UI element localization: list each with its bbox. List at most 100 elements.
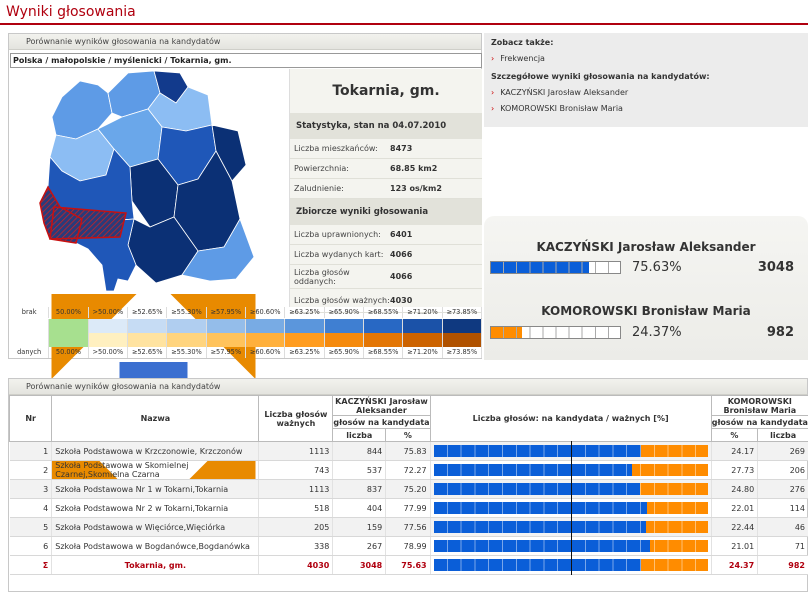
row-candidate-1-pct: 75.20	[385, 479, 431, 499]
legend-swatch	[285, 319, 325, 333]
stat-value: 6401	[390, 230, 413, 239]
row-candidate-1-pct: 75.63	[385, 555, 431, 575]
table-row[interactable]: 6 Szkoła Podstawowa w Bogdanówce,Bogdanów…	[9, 536, 808, 556]
row-name: Szkoła Podstawowa Nr 2 w Tokarni,Tokarni…	[51, 498, 260, 518]
stat-label: Liczba głosów ważnych:	[294, 296, 390, 305]
row-name: Szkoła Podstawowa Nr 1 w Tokarni,Tokarni…	[51, 479, 260, 499]
region-map[interactable]	[10, 69, 289, 498]
col-pct-2: %	[710, 428, 759, 442]
vote-share-bar	[433, 555, 708, 575]
stat-row: Powierzchnia: 68.85 km2	[290, 159, 482, 179]
fifty-percent-marker	[570, 536, 572, 556]
row-bar	[430, 479, 712, 499]
map-region	[211, 124, 247, 182]
candidate-votes: 982	[766, 325, 794, 340]
municipality-title: Tokarnia, gm.	[332, 83, 440, 99]
row-valid-votes: 743	[258, 460, 334, 480]
legend-labels-bottom: danych 50.00% >50.00% ≥52.65% ≥55.30% ≥57.95%…	[10, 347, 482, 358]
row-number: 1	[9, 441, 53, 461]
legend-swatch	[245, 319, 286, 333]
col-candidate-2: KOMOROWSKI Bronisław Maria	[710, 395, 808, 416]
row-candidate-1-count: 537	[332, 460, 387, 480]
results-table: Nr Nazwa Liczba głosów ważnych KACZYŃSKI…	[8, 395, 808, 575]
votes-for-candidate-1: głosów na kandydata	[332, 415, 431, 429]
col-nr: Nr	[8, 395, 53, 442]
legend-label: ≥57.95%	[207, 347, 246, 358]
legend-swatch	[49, 319, 89, 333]
stats-section-title: Statystyka, stan na 04.07.2010	[290, 113, 482, 139]
map-region	[51, 80, 113, 140]
legend-label: ≥52.65%	[128, 347, 168, 358]
vote-share-bar-fill	[433, 540, 651, 552]
stat-label: Liczba wydanych kart:	[294, 250, 384, 259]
legend-swatch	[167, 319, 207, 333]
table-row[interactable]: 4 Szkoła Podstawowa Nr 2 w Tokarni,Tokarn…	[9, 498, 808, 518]
link-label: Frekwencja	[500, 54, 545, 63]
table-row[interactable]: 1 Szkoła Podstawowa w Krzczonowie, Krzczo…	[9, 441, 808, 461]
vote-share-bar	[433, 498, 708, 518]
stat-value: 8473	[390, 144, 413, 153]
row-candidate-2-count: 71	[757, 536, 808, 556]
row-valid-votes: 1113	[258, 441, 334, 461]
legend-label: 50.00%	[49, 307, 89, 318]
legend-label: ≥68.55%	[364, 307, 404, 318]
stat-value: 68.85 km2	[390, 164, 438, 173]
legend-label: ≥57.95%	[207, 307, 246, 318]
link-label: KACZYŃSKI Jarosław Aleksander	[500, 88, 629, 97]
legend-swatch	[324, 333, 364, 347]
legend-swatch	[206, 319, 246, 333]
legend-swatch	[206, 333, 246, 347]
fifty-percent-marker	[570, 498, 572, 518]
votes-for-candidate-2: głosów na kandydata	[710, 415, 808, 429]
see-also-panel: Zobacz także: › Frekwencja Szczegółowe wy…	[484, 33, 808, 127]
candidate-percent: 75.63%	[632, 260, 682, 275]
row-number: 5	[9, 517, 53, 537]
row-candidate-2-count: 46	[757, 517, 808, 537]
table-row[interactable]: 3 Szkoła Podstawowa Nr 1 w Tokarni,Tokarn…	[9, 479, 808, 499]
link-label: KOMOROWSKI Bronisław Maria	[500, 104, 623, 113]
row-candidate-1-pct: 77.99	[385, 498, 431, 518]
candidate-summary-panel: KACZYŃSKI Jarosław Aleksander 75.63% 304…	[484, 216, 808, 360]
row-valid-votes: 338	[258, 536, 334, 556]
stat-label: Liczba mieszkańców:	[294, 144, 378, 153]
results-table-body: 1 Szkoła Podstawowa w Krzczonowie, Krzczo…	[9, 441, 808, 575]
legend-swatch	[363, 333, 404, 347]
map-legend: brak 50.00% >50.00% ≥52.65% ≥55.30% ≥57.95% ≥6…	[10, 307, 482, 359]
fifty-percent-marker	[570, 460, 572, 480]
row-bar	[430, 555, 712, 575]
row-candidate-2-count: 982	[757, 555, 808, 575]
table-row[interactable]: 5 Szkoła Podstawowa w Więciórce,Więciórka…	[9, 517, 808, 537]
vote-share-bar-fill	[433, 464, 632, 476]
vote-share-bar-fill	[433, 502, 648, 514]
row-candidate-2-pct: 24.80	[711, 479, 759, 499]
legend-label: ≥55.30%	[167, 307, 207, 318]
map-region	[181, 218, 255, 282]
stat-label: Liczba głosów oddanych:	[294, 267, 350, 286]
row-candidate-2-pct: 27.73	[711, 460, 759, 480]
candidate-share-bar	[490, 326, 621, 339]
legend-swatches-top	[10, 319, 482, 333]
legend-label: ≥73.85%	[443, 347, 482, 358]
link-candidate-komorowski[interactable]: › KOMOROWSKI Bronisław Maria	[484, 101, 808, 117]
legend-label: ≥71.20%	[403, 347, 443, 358]
breadcrumb[interactable]: Polska / małopolskie / myślenicki / Toka…	[10, 53, 482, 68]
page-title: Wyniki głosowania	[6, 4, 136, 20]
stat-row: Liczba wydanych kart: 4066	[290, 245, 482, 265]
results-section-title: Zbiorcze wyniki głosowania	[290, 199, 482, 225]
fifty-percent-marker	[570, 441, 572, 461]
expand-map-icon[interactable]	[14, 277, 256, 498]
vote-share-bar	[433, 536, 708, 556]
map-panel-header: Porównanie wyników głosowania na kandyda…	[9, 34, 481, 50]
row-candidate-2-count: 206	[757, 460, 808, 480]
link-candidate-kaczynski[interactable]: › KACZYŃSKI Jarosław Aleksander	[484, 85, 808, 101]
stat-value: 4030	[390, 296, 413, 305]
row-candidate-1-pct: 75.83	[385, 441, 431, 461]
row-number: 4	[9, 498, 53, 518]
fifty-percent-marker	[570, 479, 572, 499]
legend-swatch	[88, 319, 128, 333]
link-turnout[interactable]: › Frekwencja	[484, 51, 808, 67]
table-row[interactable]: 2 Szkoła Podstawowa w Skomielnej Czarnej,…	[9, 460, 808, 480]
chevron-right-icon: ›	[491, 104, 495, 113]
region-map-svg[interactable]	[10, 69, 289, 307]
row-candidate-1-pct: 72.27	[385, 460, 431, 480]
